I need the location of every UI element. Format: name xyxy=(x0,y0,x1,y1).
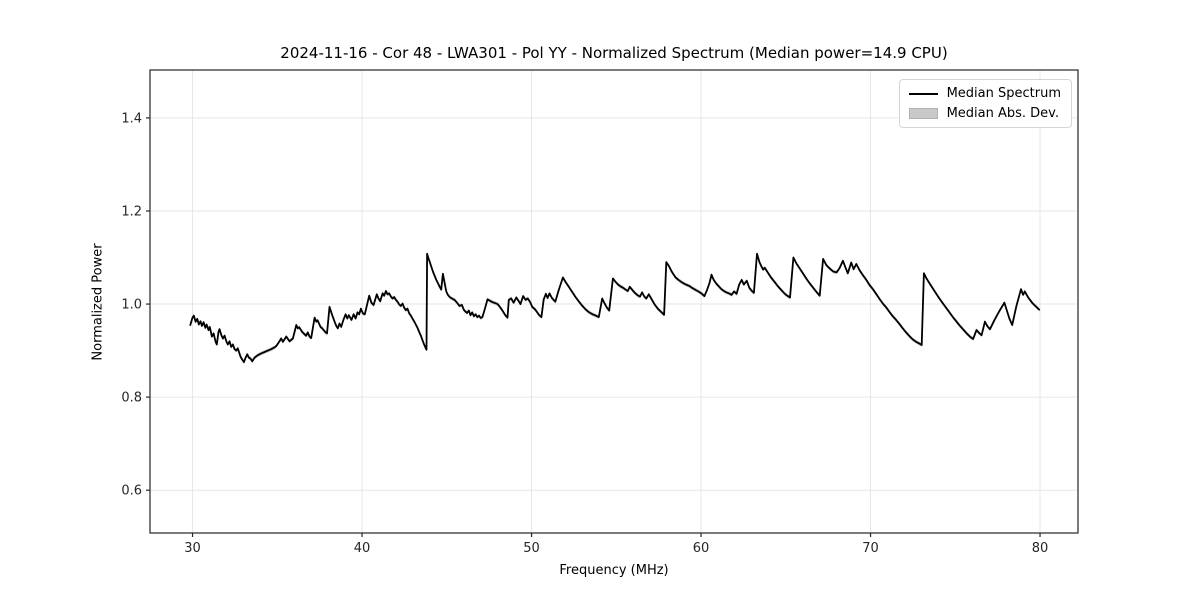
legend-line-swatch xyxy=(908,92,938,95)
legend-patch-swatch xyxy=(908,108,938,119)
x-tick-label: 80 xyxy=(1032,541,1049,556)
y-tick-label: 0.8 xyxy=(121,391,142,406)
mad-band xyxy=(190,251,1040,365)
y-axis-label: Normalized Power xyxy=(90,243,106,361)
legend-label-median-abs-dev: Median Abs. Dev. xyxy=(946,106,1060,121)
legend-item-median-abs-dev: Median Abs. Dev. xyxy=(908,106,1061,121)
y-tick-label: 0.6 xyxy=(121,484,142,499)
x-tick-label: 60 xyxy=(693,541,710,556)
x-axis-label: Frequency (MHz) xyxy=(559,563,669,578)
legend-item-median-spectrum: Median Spectrum xyxy=(908,86,1061,101)
x-tick-label: 40 xyxy=(354,541,371,556)
median-spectrum-line xyxy=(189,252,1041,364)
axes-frame xyxy=(149,69,1079,534)
x-tick-label: 70 xyxy=(862,541,879,556)
chart-title: 2024-11-16 - Cor 48 - LWA301 - Pol YY - … xyxy=(280,44,948,62)
legend: Median Spectrum Median Abs. Dev. xyxy=(898,79,1072,128)
y-tick-label: 1.4 xyxy=(121,111,142,126)
x-tick-label: 50 xyxy=(523,541,540,556)
legend-label-median-spectrum: Median Spectrum xyxy=(946,86,1061,101)
y-tick-label: 1.0 xyxy=(121,298,142,313)
x-tick-label: 30 xyxy=(184,541,201,556)
y-tick-label: 1.2 xyxy=(121,204,142,219)
